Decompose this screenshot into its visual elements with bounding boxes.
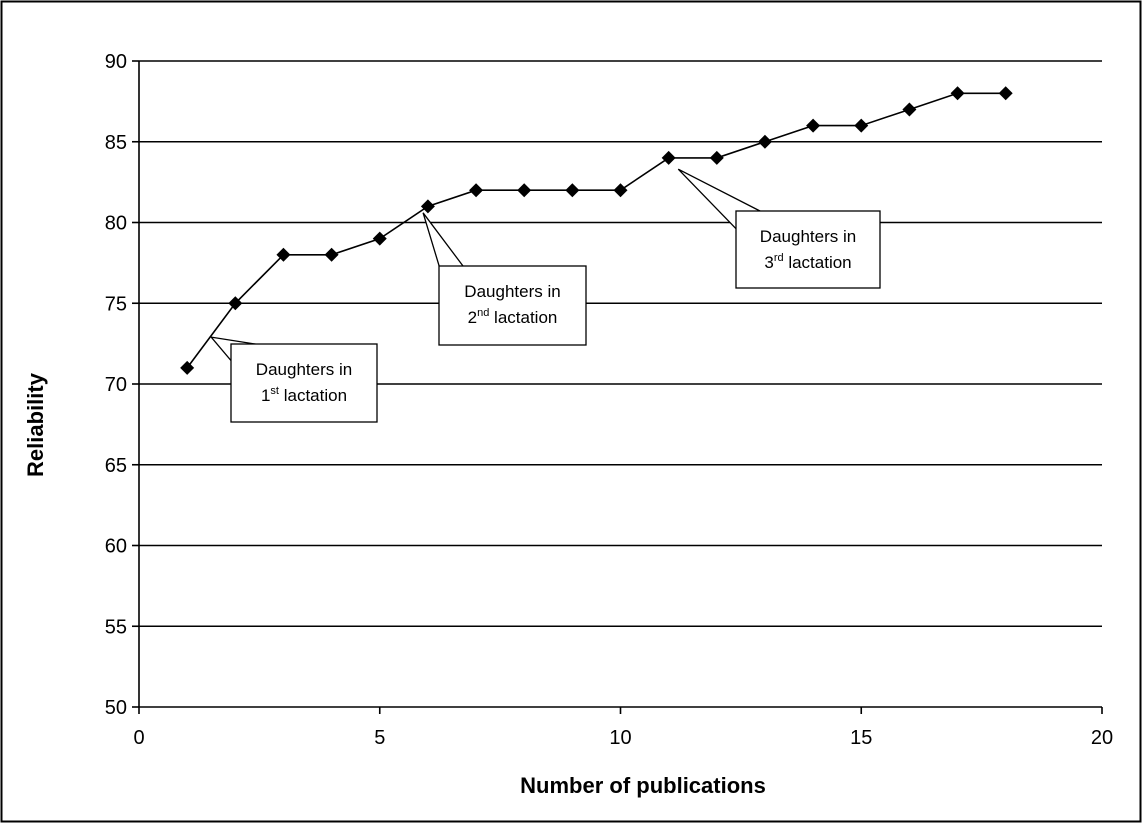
callouts: Daughters in 1st lactation Daughters in 2nd…	[209, 168, 881, 423]
callout-box	[230, 343, 378, 423]
callout-3: Daughters in 3rd lactation	[677, 168, 881, 289]
y-tick-label: 90	[105, 51, 127, 73]
data-point	[276, 247, 291, 262]
y-tick-label: 85	[105, 132, 127, 154]
data-point	[372, 231, 387, 246]
data-point	[661, 150, 676, 165]
data-point	[228, 296, 243, 311]
callout-ordinal-suffix: nd	[477, 307, 489, 319]
data-point	[902, 102, 917, 117]
series-line	[186, 92, 1006, 369]
data-point	[950, 86, 965, 101]
callout-seam	[232, 345, 254, 369]
x-tick-label: 5	[374, 727, 385, 749]
data-point	[757, 134, 772, 149]
callout-2: Daughters in 2nd lactation	[422, 212, 587, 346]
callout-box	[735, 210, 881, 289]
data-point	[469, 183, 484, 198]
data-point	[854, 118, 869, 133]
callout-ordinal-suffix: st	[270, 385, 279, 397]
y-axis-title: Reliability	[23, 372, 48, 477]
callout-rest: lactation	[784, 253, 852, 272]
callout-line2: 1st lactation	[261, 385, 347, 405]
callout-line1: Daughters in	[464, 282, 560, 301]
y-tick-label: 60	[105, 536, 127, 558]
data-point	[517, 183, 532, 198]
callout-line2: 3rd lactation	[764, 252, 851, 272]
y-tick-label: 65	[105, 455, 127, 477]
data-point	[806, 118, 821, 133]
data-point	[565, 183, 580, 198]
callout-line1: Daughters in	[256, 360, 352, 379]
callout-ordinal: 2	[468, 308, 477, 327]
callout-1: Daughters in 1st lactation	[209, 336, 378, 423]
callout-ordinal: 3	[764, 253, 773, 272]
callout-seam	[440, 267, 462, 291]
x-tick-label: 20	[1091, 727, 1113, 749]
series-reliability	[180, 86, 1013, 375]
callout-line1: Daughters in	[760, 227, 856, 246]
axes	[132, 60, 1103, 714]
y-tick-label: 80	[105, 213, 127, 235]
callout-ordinal-suffix: rd	[774, 252, 784, 264]
callout-ordinal: 1	[261, 386, 270, 405]
x-tick-label: 10	[609, 727, 631, 749]
y-tick-label: 55	[105, 616, 127, 638]
callout-rest: lactation	[279, 386, 347, 405]
data-point	[998, 86, 1013, 101]
data-point	[324, 247, 339, 262]
callout-rest: lactation	[489, 308, 557, 327]
callout-box	[438, 265, 587, 346]
y-tick-label: 75	[105, 293, 127, 315]
data-point	[420, 199, 435, 214]
x-tick-label: 0	[133, 727, 144, 749]
x-tick-label: 15	[850, 727, 872, 749]
data-point	[180, 360, 195, 375]
callout-line2: 2nd lactation	[468, 307, 558, 327]
y-tick-label: 70	[105, 374, 127, 396]
y-tick-label: 50	[105, 697, 127, 719]
x-axis-title: Number of publications	[520, 773, 766, 798]
tick-labels: 50 55 60 65 70 75 80 85 90 0 5 10 15 20	[105, 51, 1113, 749]
data-point	[709, 150, 724, 165]
data-point	[613, 183, 628, 198]
callout-seam	[737, 212, 759, 236]
